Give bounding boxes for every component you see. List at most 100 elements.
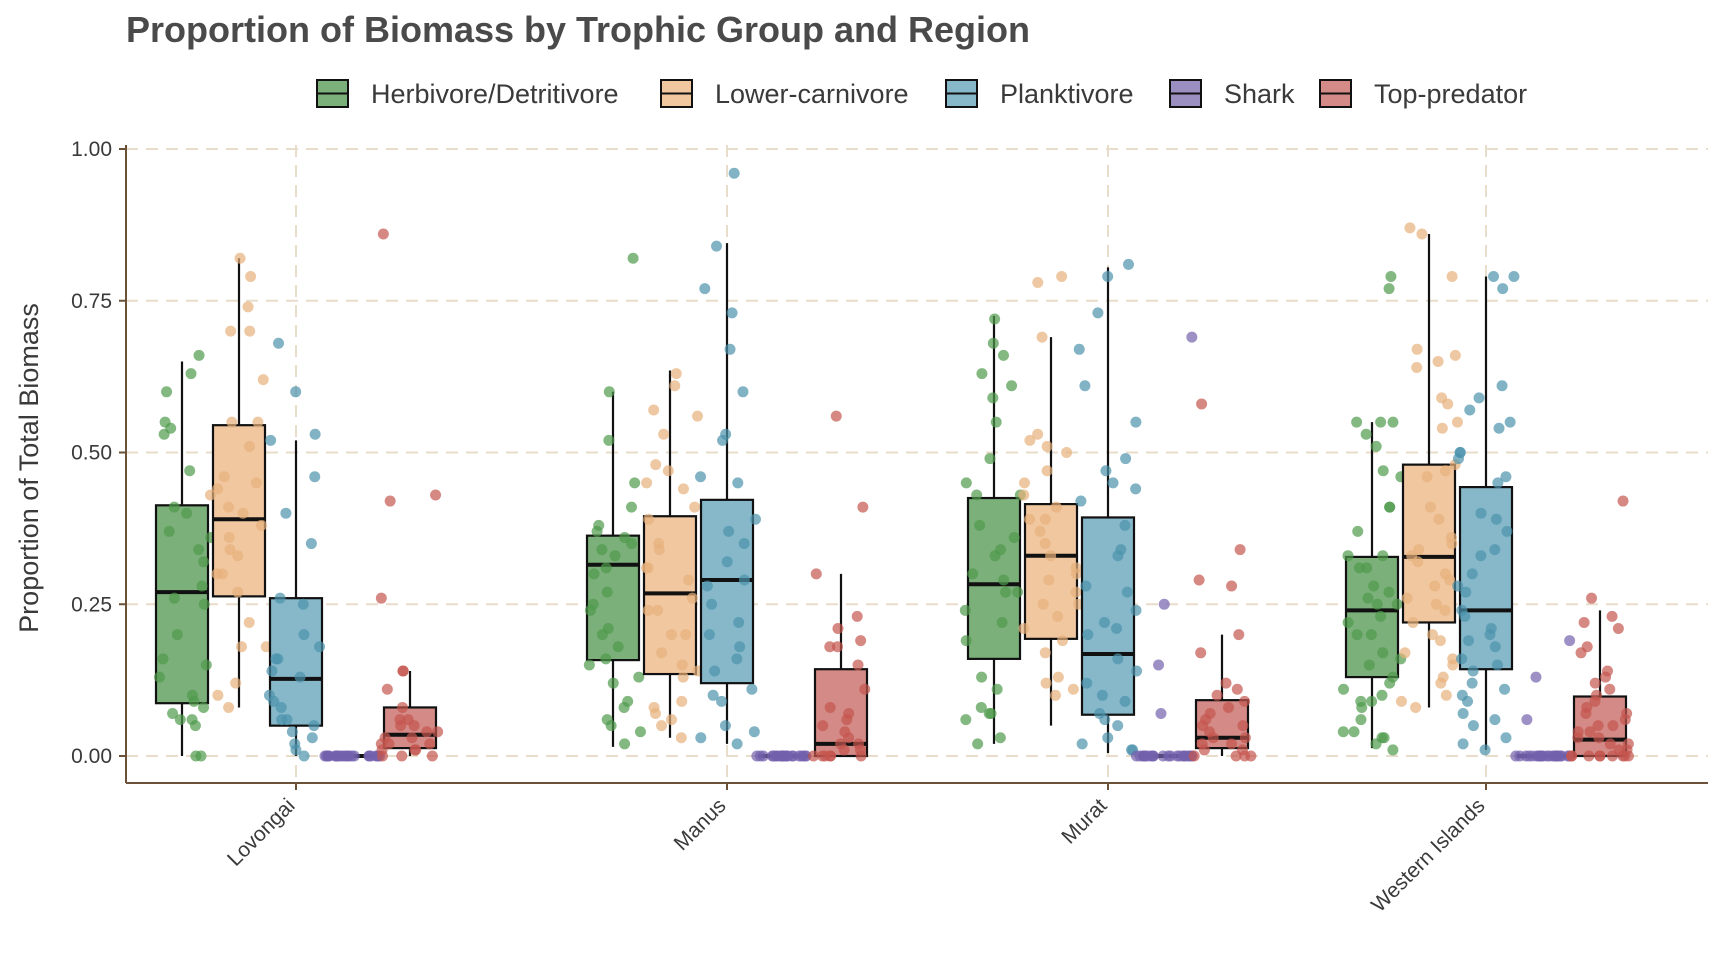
data-point xyxy=(738,574,750,586)
data-point xyxy=(1578,616,1590,628)
data-point xyxy=(224,544,236,556)
data-point xyxy=(1375,610,1387,622)
data-point xyxy=(1142,750,1154,762)
data-point xyxy=(959,604,971,616)
data-point xyxy=(1375,416,1387,428)
data-point xyxy=(396,750,408,762)
data-point xyxy=(1424,501,1436,513)
data-point xyxy=(1036,331,1048,343)
data-point xyxy=(1378,732,1390,744)
data-point xyxy=(1489,544,1501,556)
data-point xyxy=(976,671,988,683)
data-point xyxy=(1387,416,1399,428)
data-point xyxy=(161,386,173,398)
data-point xyxy=(737,386,749,398)
data-point xyxy=(432,726,444,738)
data-point xyxy=(996,616,1008,628)
data-point xyxy=(198,598,210,610)
data-point xyxy=(1457,708,1469,720)
data-point xyxy=(1411,343,1423,355)
data-point xyxy=(1464,404,1476,416)
data-point xyxy=(1355,695,1367,707)
data-point xyxy=(188,695,200,707)
data-point xyxy=(1612,623,1624,635)
legend-label: Herbivore/Detritivore xyxy=(371,79,619,109)
data-point xyxy=(1102,732,1114,744)
data-point xyxy=(159,416,171,428)
data-point xyxy=(190,750,202,762)
data-point xyxy=(1484,629,1496,641)
data-point xyxy=(309,471,321,483)
x-tick-label: Western Islands xyxy=(1367,794,1489,916)
data-point xyxy=(1368,580,1380,592)
data-point xyxy=(1155,708,1167,720)
data-point xyxy=(1416,228,1428,240)
data-point xyxy=(421,726,433,738)
data-point xyxy=(305,538,317,550)
data-point xyxy=(1593,732,1605,744)
data-point xyxy=(252,416,264,428)
data-point xyxy=(734,641,746,653)
data-point xyxy=(1352,525,1364,537)
data-point xyxy=(234,252,246,264)
data-point xyxy=(1119,519,1131,531)
data-point xyxy=(1130,604,1142,616)
data-point xyxy=(280,507,292,519)
legend: Herbivore/Detritivore Lower-carnivore Plan… xyxy=(316,79,1527,109)
data-point xyxy=(1606,610,1618,622)
data-point xyxy=(1050,501,1062,513)
data-point xyxy=(989,313,1001,325)
point-group xyxy=(583,252,646,750)
data-point xyxy=(1102,270,1114,282)
data-point xyxy=(1342,550,1354,562)
data-point xyxy=(1039,538,1051,550)
data-point xyxy=(960,714,972,726)
box xyxy=(1023,337,1079,726)
data-point xyxy=(691,410,703,422)
data-point xyxy=(612,641,624,653)
data-point xyxy=(629,477,641,489)
data-point xyxy=(810,568,822,580)
data-point xyxy=(1462,695,1474,707)
data-point xyxy=(1371,598,1383,610)
data-point xyxy=(695,732,707,744)
data-point xyxy=(244,440,256,452)
box xyxy=(642,370,698,738)
data-point xyxy=(618,701,630,713)
data-point xyxy=(157,653,169,665)
data-point xyxy=(212,689,224,701)
data-point xyxy=(1111,623,1123,635)
data-point xyxy=(1377,550,1389,562)
data-point xyxy=(163,525,175,537)
point-group xyxy=(319,750,386,762)
plot-area xyxy=(153,167,1634,762)
data-point xyxy=(1037,598,1049,610)
data-point xyxy=(408,720,420,732)
data-point xyxy=(711,240,723,252)
data-point xyxy=(1234,544,1246,556)
legend-item: Shark xyxy=(1169,79,1295,109)
data-point xyxy=(1391,598,1403,610)
box xyxy=(699,243,755,744)
point-group xyxy=(1188,398,1257,762)
data-point xyxy=(1399,647,1411,659)
data-point xyxy=(625,501,637,513)
data-point xyxy=(600,653,612,665)
legend-item: Top-predator xyxy=(1319,79,1527,109)
data-point xyxy=(677,483,689,495)
data-point xyxy=(641,562,653,574)
data-point xyxy=(394,714,406,726)
data-point xyxy=(808,750,820,762)
legend-label: Top-predator xyxy=(1374,79,1527,109)
data-point xyxy=(1473,392,1485,404)
data-point xyxy=(746,683,758,695)
data-point xyxy=(960,477,972,489)
data-point xyxy=(1081,677,1093,689)
data-point xyxy=(670,368,682,380)
data-point xyxy=(193,349,205,361)
data-point xyxy=(1008,531,1020,543)
data-point xyxy=(1452,580,1464,592)
data-point xyxy=(1056,270,1068,282)
data-point xyxy=(377,228,389,240)
